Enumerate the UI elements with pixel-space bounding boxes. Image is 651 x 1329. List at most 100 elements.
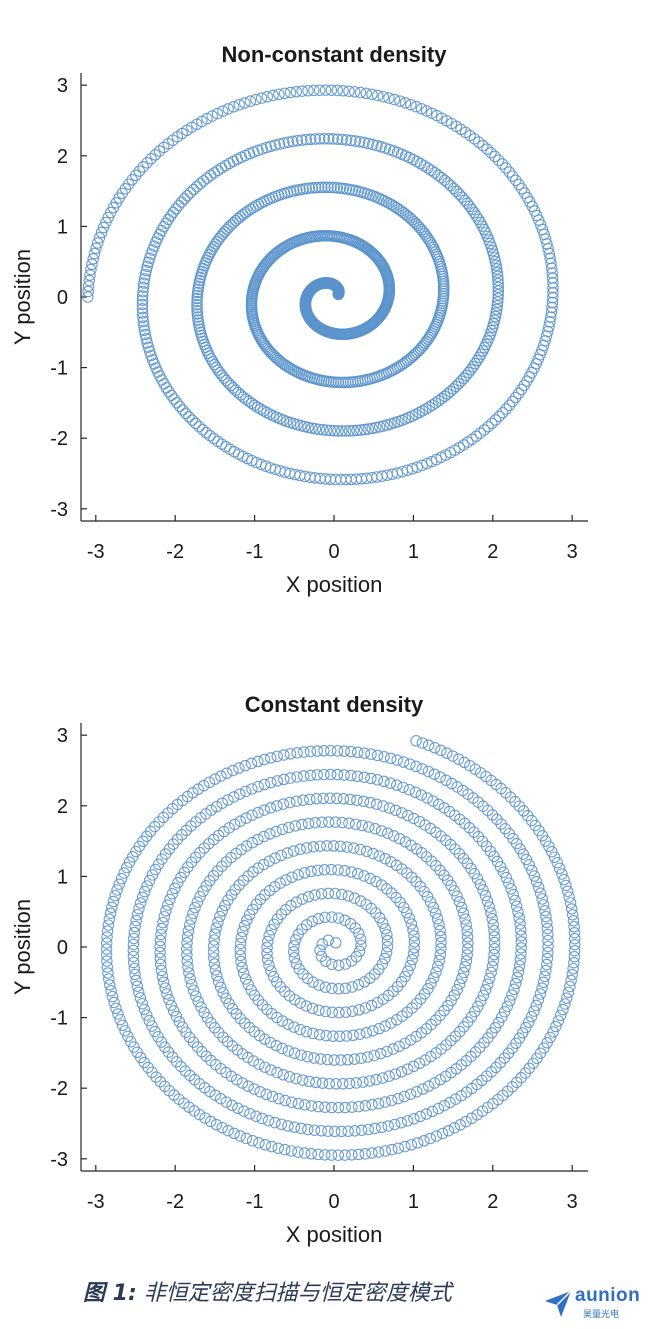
- spiral-point: [267, 89, 279, 102]
- spiral-point: [291, 134, 304, 147]
- spiral-point: [302, 891, 315, 903]
- spiral-point: [405, 839, 417, 852]
- spiral-point: [397, 756, 410, 768]
- spiral-point: [256, 999, 269, 1011]
- spiral-point: [403, 912, 416, 925]
- spiral-point: [208, 934, 220, 946]
- spiral-point: [228, 818, 241, 831]
- spiral-point: [143, 1014, 155, 1027]
- spiral-point: [319, 84, 332, 96]
- spiral-point: [347, 1029, 359, 1042]
- spiral-point: [316, 181, 328, 194]
- spiral-point: [139, 268, 152, 281]
- spiral-point: [165, 389, 178, 402]
- spiral-point: [548, 851, 561, 863]
- spiral-point: [399, 356, 412, 368]
- spiral-point: [330, 937, 342, 949]
- spiral-point: [375, 1121, 388, 1134]
- spiral-point: [537, 899, 550, 911]
- spiral-point: [131, 908, 144, 921]
- spiral-point: [568, 926, 581, 939]
- spiral-point: [487, 317, 500, 330]
- spiral-point: [379, 852, 391, 865]
- spiral-point: [223, 221, 235, 233]
- spiral-point: [216, 797, 229, 809]
- spiral-point: [470, 430, 482, 442]
- spiral-point: [234, 1130, 246, 1142]
- spiral-point: [298, 867, 311, 879]
- spiral-point: [301, 1050, 314, 1063]
- spiral-point: [182, 925, 195, 937]
- spiral-point: [181, 189, 194, 202]
- spiral-point: [322, 887, 335, 900]
- spiral-point: [133, 903, 145, 915]
- spiral-point: [431, 913, 444, 925]
- spiral-point: [525, 1010, 538, 1023]
- spiral-point: [419, 1054, 431, 1066]
- spiral-point: [90, 242, 102, 255]
- spiral-point: [381, 1045, 393, 1058]
- spiral-point: [346, 1101, 358, 1113]
- spiral-point: [345, 769, 357, 782]
- spiral-point: [339, 982, 352, 995]
- spiral-point: [285, 1096, 298, 1108]
- spiral-point: [532, 993, 545, 1006]
- spiral-point: [219, 899, 231, 912]
- spiral-point: [110, 1002, 122, 1014]
- spiral-point: [163, 993, 175, 1006]
- spiral-point: [491, 266, 503, 279]
- spiral-point: [157, 811, 170, 824]
- spiral-point: [180, 407, 192, 420]
- spiral-point: [153, 145, 166, 157]
- spiral-point: [421, 792, 433, 804]
- spiral-point: [295, 1049, 307, 1061]
- spiral-point: [175, 1060, 187, 1073]
- spiral-point: [266, 1090, 279, 1103]
- spiral-point: [408, 942, 420, 954]
- spiral-point: [430, 1130, 443, 1142]
- spiral-point: [512, 965, 525, 978]
- spiral-point: [520, 853, 533, 866]
- spiral-point: [348, 86, 361, 98]
- spiral-point: [240, 785, 252, 798]
- y-tick-label: -2: [50, 428, 68, 450]
- spiral-point: [465, 1112, 478, 1125]
- spiral-point: [314, 944, 326, 956]
- spiral-point: [313, 423, 325, 436]
- spiral-point: [288, 939, 300, 952]
- spiral-point: [271, 1066, 283, 1079]
- spiral-point: [514, 954, 527, 966]
- spiral-point: [492, 288, 504, 301]
- spiral-point: [337, 1078, 349, 1090]
- spiral-point: [485, 1066, 498, 1078]
- spiral-point: [263, 959, 275, 972]
- spiral-point: [354, 895, 367, 907]
- spiral-point: [191, 301, 203, 314]
- spiral-point: [256, 1112, 268, 1125]
- spiral-point: [415, 103, 428, 115]
- spiral-point: [489, 150, 501, 163]
- spiral-point: [243, 908, 256, 921]
- spiral-point: [211, 107, 224, 120]
- spiral-point: [371, 89, 384, 102]
- spiral-point: [122, 1030, 134, 1043]
- spiral-point: [397, 781, 409, 794]
- spiral-point: [320, 1029, 332, 1042]
- spiral-point: [252, 780, 264, 793]
- spiral-point: [469, 357, 481, 370]
- spiral-point: [491, 270, 504, 283]
- spiral-point: [227, 155, 240, 168]
- spiral-point: [322, 133, 335, 145]
- spiral-point: [222, 794, 234, 806]
- spiral-point: [340, 134, 353, 146]
- spiral-point: [355, 1124, 368, 1136]
- spiral-point: [292, 869, 304, 881]
- spiral-point: [324, 744, 337, 757]
- spiral-point: [217, 1031, 229, 1043]
- spiral-point: [136, 891, 149, 904]
- spiral-point: [265, 965, 277, 977]
- spiral-point: [391, 779, 403, 791]
- spiral-point: [358, 771, 370, 783]
- spiral-point: [88, 247, 101, 260]
- spiral-point: [316, 938, 328, 950]
